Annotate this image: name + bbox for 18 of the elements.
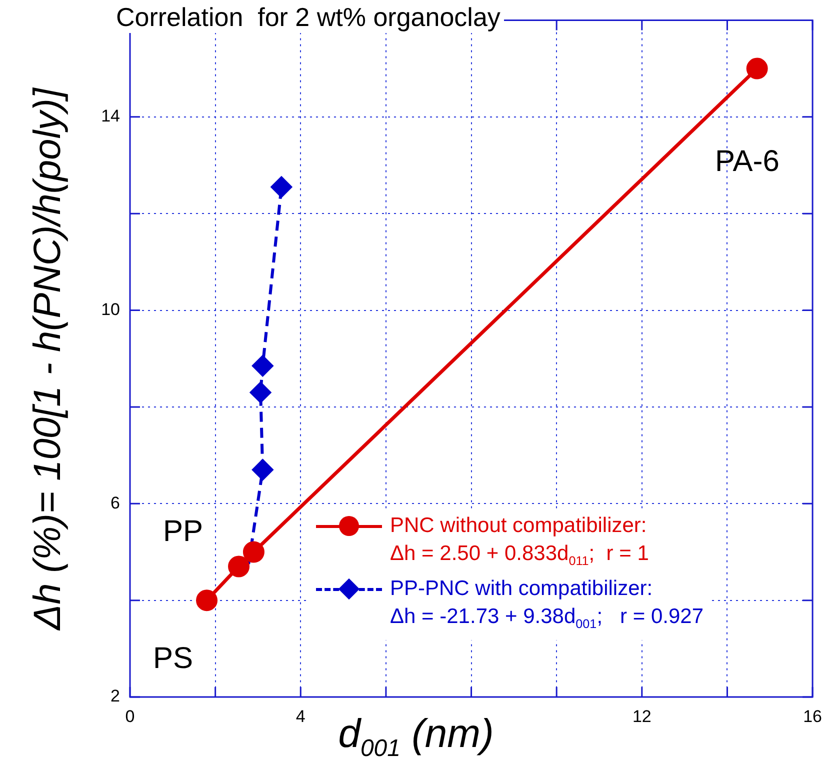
y-tick-label: 2 [110, 686, 120, 706]
legend-label: PNC without compatibilizer: [390, 513, 647, 539]
y-tick-label: 14 [101, 106, 120, 126]
x-tick-label: 0 [125, 706, 135, 726]
annotation: Δh = -21.73 + 9.38d$_{001}$; r = 0.927 [390, 604, 704, 634]
chart-title: Correlation for 2 wt% organoclay [112, 2, 504, 33]
x-tick-label: 16 [803, 706, 822, 726]
x-tick-label: 4 [296, 706, 306, 726]
annotation: Δh = 2.50 + 0.833d$_{011}$; r = 1 [390, 541, 650, 570]
annotation: PA-6 [715, 145, 780, 179]
y-tick-label: 6 [110, 493, 120, 512]
annotation: PP [163, 515, 204, 549]
annotation: PS [153, 642, 194, 676]
legend-label: PP-PNC with compatibilizer: [390, 576, 653, 602]
x-axis-title: d$_{001}$ (nm) [338, 712, 494, 762]
y-axis-title: Δh (%)= 100[1 - h(PNC)/h(poly)] [26, 86, 70, 633]
y-tick-label: 10 [101, 300, 120, 319]
x-tick-label: 12 [632, 706, 652, 726]
